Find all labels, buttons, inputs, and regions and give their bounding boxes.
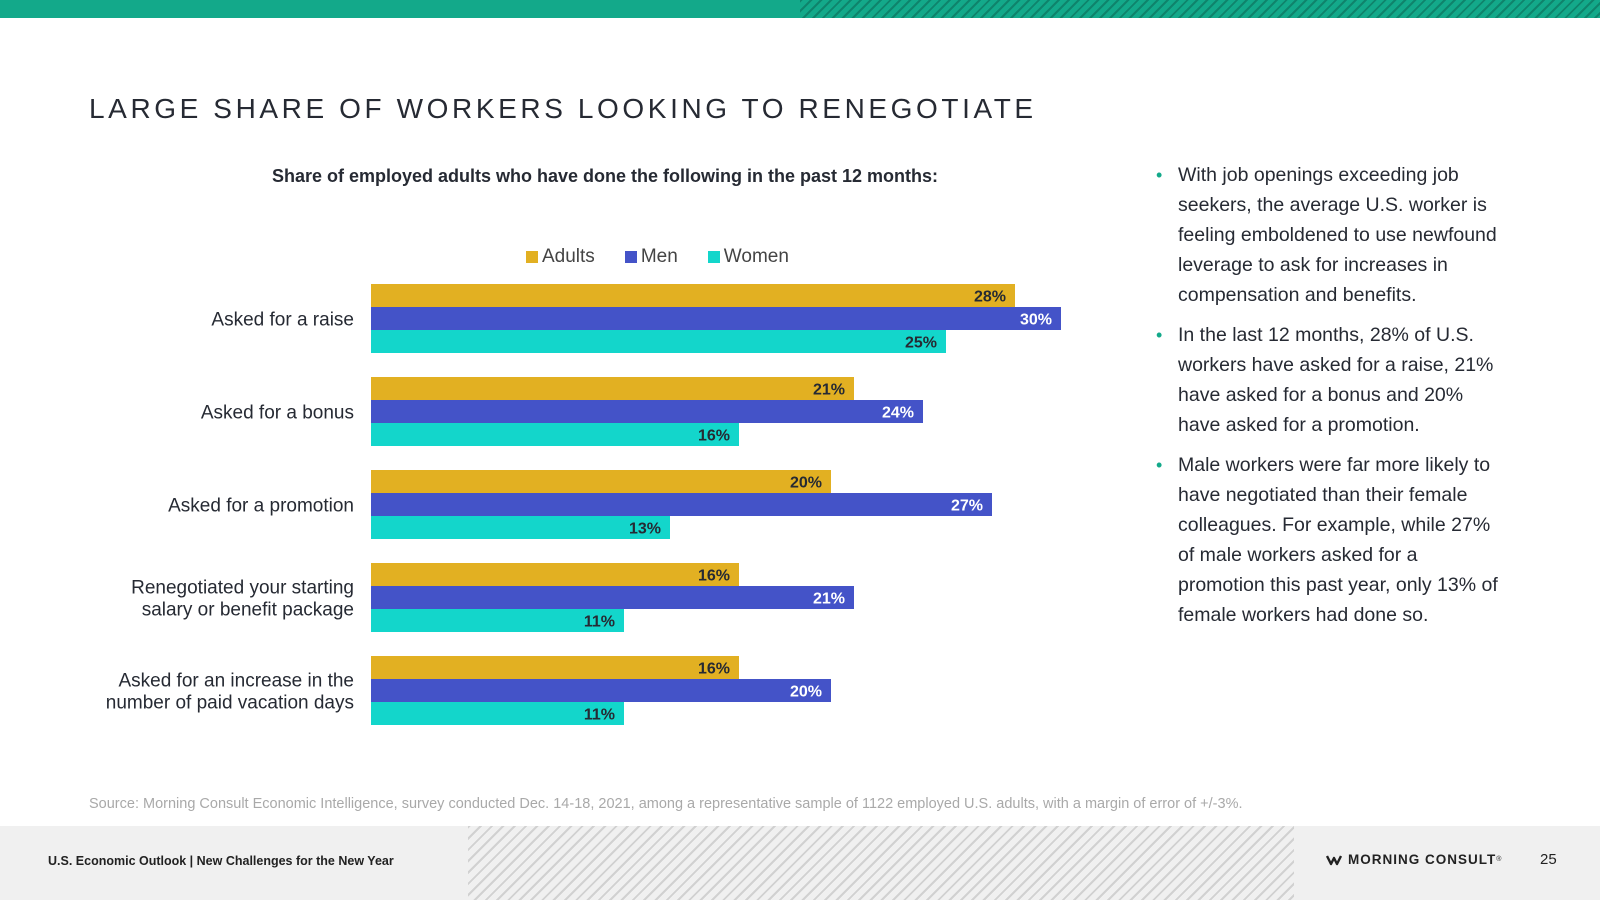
- category-label: Asked for a promotion: [168, 496, 354, 517]
- chart-legend: Adults Men Women: [526, 245, 819, 269]
- bar-women: [371, 330, 946, 353]
- category-label: Asked for an increase in the number of pa…: [106, 671, 354, 714]
- top-bar-pattern: [800, 0, 1600, 18]
- legend-label-women: Women: [723, 246, 789, 267]
- insight-bullets: • With job openings exceeding job seeker…: [1156, 160, 1508, 640]
- source-note: Source: Morning Consult Economic Intelli…: [89, 796, 1243, 812]
- bullet-item: • With job openings exceeding job seeker…: [1156, 160, 1508, 310]
- data-label-adults: 20%: [790, 475, 822, 492]
- bullet-text: Male workers were far more likely to hav…: [1178, 454, 1498, 626]
- legend-swatch-adults: [526, 251, 538, 263]
- category-label: Renegotiated your starting salary or bene…: [131, 578, 354, 621]
- bar-women: [371, 609, 624, 632]
- bullet-dot: •: [1156, 325, 1163, 345]
- legend-swatch-men: [624, 251, 637, 263]
- bar-adults: [371, 563, 739, 586]
- legend-label-men: Men: [640, 246, 678, 267]
- data-label-women: 11%: [584, 614, 615, 631]
- data-label-adults: 28%: [974, 289, 1006, 306]
- legend-label-adults: Adults: [542, 246, 595, 267]
- category-label: Asked for a raise: [211, 310, 354, 331]
- top-accent-bar: [0, 0, 1600, 18]
- bullet-item: • Male workers were far more likely to h…: [1156, 450, 1508, 630]
- footer-pattern: [468, 826, 1294, 900]
- bar-women: [371, 423, 739, 446]
- data-label-adults: 16%: [698, 568, 730, 585]
- bullet-text: In the last 12 months, 28% of U.S. worke…: [1178, 324, 1494, 436]
- data-label-women: 11%: [584, 707, 615, 724]
- bar-adults: [371, 284, 1015, 307]
- bar-women: [371, 516, 670, 539]
- bar-men: [371, 493, 992, 516]
- bar-adults: [371, 470, 831, 493]
- category-label: Asked for a bonus: [201, 403, 354, 424]
- data-label-women: 25%: [905, 335, 937, 352]
- data-label-adults: 21%: [813, 382, 845, 399]
- brand-name: MORNING CONSULT: [1348, 852, 1497, 867]
- data-label-women: 13%: [629, 521, 661, 538]
- bar-adults: [371, 656, 739, 679]
- bullet-dot: •: [1156, 165, 1163, 185]
- legend-item-men: Men: [624, 246, 678, 268]
- brand-registered-mark: ®: [1496, 856, 1503, 863]
- brand-logo: MORNING CONSULT ®: [1326, 852, 1502, 867]
- chart-subtitle: Share of employed adults who have done t…: [271, 166, 939, 186]
- bar-men: [371, 307, 1061, 330]
- footer-report-title: U.S. Economic Outlook | New Challenges f…: [48, 854, 394, 868]
- bullet-dot: •: [1156, 455, 1163, 475]
- bar-women: [371, 702, 624, 725]
- brand-m-icon: [1326, 854, 1342, 865]
- data-label-men: 24%: [882, 405, 914, 422]
- slide-title: LARGE SHARE OF WORKERS LOOKING TO RENEGO…: [89, 93, 1037, 124]
- bar-men: [371, 679, 831, 702]
- data-label-men: 21%: [813, 591, 845, 608]
- legend-swatch-women: [707, 251, 720, 263]
- legend-item-adults: Adults: [526, 246, 595, 268]
- bullet-text: With job openings exceeding job seekers,…: [1178, 164, 1497, 306]
- data-label-adults: 16%: [698, 661, 730, 678]
- bar-adults: [371, 377, 854, 400]
- page-number: 25: [1540, 851, 1557, 868]
- data-label-men: 27%: [951, 498, 983, 515]
- data-label-women: 16%: [698, 428, 730, 445]
- bullet-item: • In the last 12 months, 28% of U.S. wor…: [1156, 320, 1508, 440]
- bar-men: [371, 400, 923, 423]
- legend-item-women: Women: [707, 246, 789, 268]
- data-label-men: 20%: [790, 684, 822, 701]
- data-label-men: 30%: [1020, 312, 1052, 329]
- bar-men: [371, 586, 854, 609]
